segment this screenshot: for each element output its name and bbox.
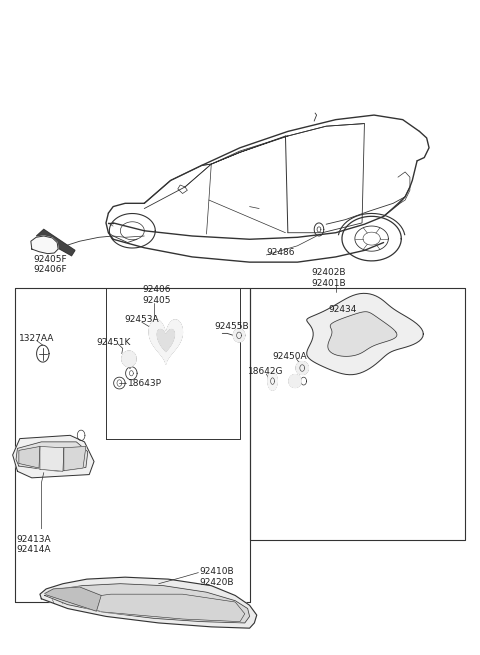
Text: 92450A: 92450A: [272, 352, 307, 362]
Text: 18642G: 18642G: [248, 367, 284, 377]
Polygon shape: [149, 320, 182, 364]
Polygon shape: [36, 229, 75, 255]
Text: 92401B: 92401B: [312, 278, 347, 288]
Polygon shape: [31, 236, 58, 253]
Text: 92455B: 92455B: [215, 322, 249, 331]
Polygon shape: [45, 587, 101, 611]
Text: 92413A: 92413A: [16, 534, 51, 544]
Text: 92406: 92406: [142, 285, 170, 294]
Text: 92406F: 92406F: [33, 265, 67, 274]
Text: 92434: 92434: [328, 305, 357, 314]
Text: 92420B: 92420B: [199, 578, 234, 587]
Polygon shape: [296, 362, 309, 375]
Text: 92451K: 92451K: [96, 338, 131, 347]
Polygon shape: [289, 375, 301, 388]
Polygon shape: [40, 447, 64, 472]
Polygon shape: [157, 329, 174, 352]
Polygon shape: [307, 293, 423, 375]
Polygon shape: [122, 351, 136, 367]
Text: 92402B: 92402B: [312, 268, 346, 277]
Text: 92405F: 92405F: [33, 255, 67, 264]
Polygon shape: [101, 594, 245, 622]
Text: 92414A: 92414A: [16, 545, 51, 554]
Text: 92405: 92405: [142, 295, 170, 305]
Polygon shape: [40, 577, 257, 628]
Polygon shape: [64, 447, 86, 471]
Polygon shape: [233, 329, 245, 342]
Text: 1327AA: 1327AA: [19, 334, 54, 343]
Polygon shape: [45, 584, 250, 623]
Polygon shape: [268, 372, 277, 390]
Text: 92486: 92486: [266, 248, 295, 257]
Polygon shape: [328, 312, 397, 356]
Text: 18643P: 18643P: [128, 379, 162, 388]
Polygon shape: [12, 436, 94, 478]
Polygon shape: [16, 442, 88, 472]
Text: 92410B: 92410B: [199, 567, 234, 576]
Polygon shape: [19, 447, 40, 468]
Text: 92453A: 92453A: [124, 315, 159, 324]
